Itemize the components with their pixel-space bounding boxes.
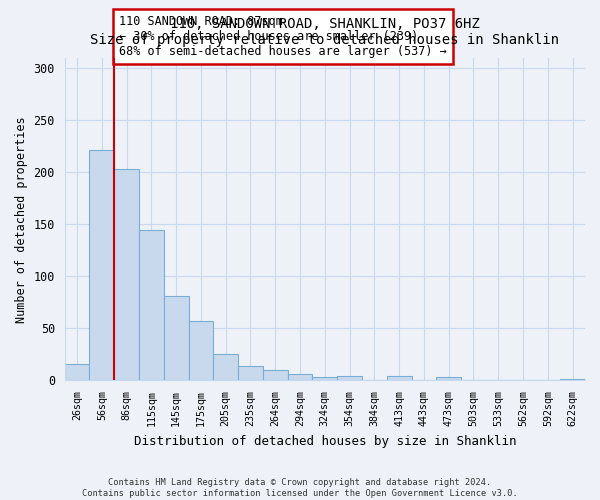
Text: Contains HM Land Registry data © Crown copyright and database right 2024.
Contai: Contains HM Land Registry data © Crown c… (82, 478, 518, 498)
Bar (139, 230, 164, 380)
Bar (313, 378, 337, 380)
Bar (337, 376, 362, 380)
Bar (114, 170, 139, 380)
Bar (263, 370, 287, 380)
Bar (238, 366, 263, 380)
Title: 110, SANDOWN ROAD, SHANKLIN, PO37 6HZ
Size of property relative to detached hous: 110, SANDOWN ROAD, SHANKLIN, PO37 6HZ Si… (91, 17, 559, 47)
Y-axis label: Number of detached properties: Number of detached properties (15, 116, 28, 322)
Bar (65, 364, 89, 380)
Text: 110 SANDOWN ROAD: 87sqm
← 30% of detached houses are smaller (239)
68% of semi-d: 110 SANDOWN ROAD: 87sqm ← 30% of detache… (119, 15, 447, 58)
Bar (188, 321, 214, 380)
Bar (387, 376, 412, 380)
X-axis label: Distribution of detached houses by size in Shanklin: Distribution of detached houses by size … (134, 434, 516, 448)
Bar (287, 374, 313, 380)
Bar (214, 354, 238, 380)
Bar (164, 296, 188, 380)
Bar (436, 378, 461, 380)
Bar (89, 150, 114, 380)
